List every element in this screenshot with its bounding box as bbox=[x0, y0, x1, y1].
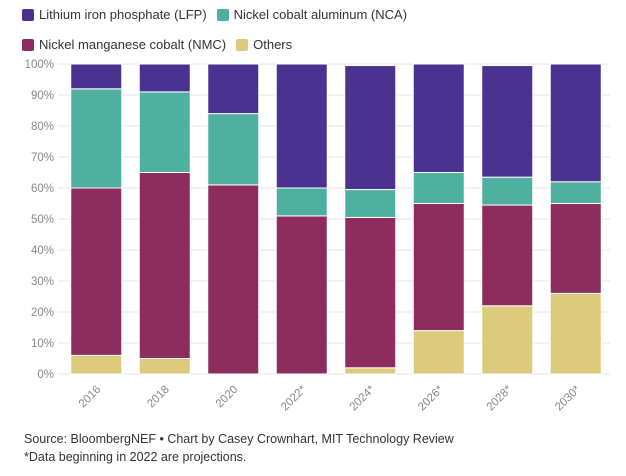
bar-segment bbox=[344, 216, 397, 369]
y-tick-label: 20% bbox=[31, 307, 54, 319]
bar-segment bbox=[70, 354, 123, 375]
bar-segment bbox=[275, 63, 328, 189]
footnote: *Data beginning in 2022 are projections. bbox=[24, 450, 247, 464]
bar-segment bbox=[275, 187, 328, 217]
legend-swatch-nmc bbox=[22, 39, 34, 51]
bar-segment bbox=[549, 63, 602, 183]
x-tick-label: 2024* bbox=[348, 383, 378, 413]
bar-segment bbox=[412, 203, 465, 332]
x-tick-label: 2022* bbox=[279, 383, 309, 413]
bar-segment bbox=[549, 203, 602, 294]
bar-segment bbox=[70, 187, 123, 356]
y-tick-label: 80% bbox=[31, 121, 54, 133]
bar-segment bbox=[138, 91, 191, 173]
bar-segment bbox=[207, 184, 260, 375]
y-tick-label: 30% bbox=[31, 276, 54, 288]
legend-item-nmc: Nickel manganese cobalt (NMC) bbox=[22, 36, 226, 54]
y-tick-label: 10% bbox=[31, 338, 54, 350]
bar-segment bbox=[412, 172, 465, 204]
x-tick-label: 2018 bbox=[145, 384, 172, 411]
chart-source-note: Source: BloombergNEF • Chart by Casey Cr… bbox=[24, 430, 454, 466]
legend-label-nca: Nickel cobalt aluminum (NCA) bbox=[233, 7, 408, 22]
y-tick-label: 70% bbox=[31, 152, 54, 164]
bar-segment bbox=[70, 63, 123, 90]
legend-swatch-others bbox=[236, 39, 249, 51]
bar-segment bbox=[481, 65, 534, 178]
x-tick-label: 2020 bbox=[214, 384, 241, 411]
legend-item-lfp: Lithium iron phosphate (LFP) bbox=[22, 6, 207, 24]
bar-segment bbox=[207, 63, 260, 115]
bar-segment bbox=[138, 172, 191, 359]
bar-segment bbox=[481, 305, 534, 375]
y-tick-label: 0% bbox=[37, 369, 54, 381]
bar-segment bbox=[549, 181, 602, 205]
legend-label-nmc: Nickel manganese cobalt (NMC) bbox=[39, 37, 227, 52]
bar-segment bbox=[344, 189, 397, 218]
stacked-bar-chart: 0% 10% 20% 30% 40% 50% 60% 70% 80% 90% 100% 2016 201… bbox=[25, 59, 610, 413]
bar-segment bbox=[481, 176, 534, 206]
x-tick-label: 2028* bbox=[485, 383, 515, 413]
legend-label-lfp: Lithium iron phosphate (LFP) bbox=[39, 7, 207, 22]
y-tick-label: 60% bbox=[31, 183, 54, 195]
bar-segment bbox=[412, 330, 465, 375]
source-line: Source: BloombergNEF • Chart by Casey Cr… bbox=[24, 432, 454, 446]
bar-segment bbox=[412, 63, 465, 173]
legend-swatch-lfp bbox=[22, 9, 34, 21]
y-tick-label: 40% bbox=[31, 245, 54, 257]
legend-swatch-nca bbox=[216, 9, 229, 21]
bar-segment bbox=[207, 113, 260, 186]
legend-item-others: Others bbox=[236, 36, 292, 54]
y-tick-label: 90% bbox=[31, 90, 54, 102]
y-tick-label: 100% bbox=[25, 59, 54, 71]
x-tick-label: 2026* bbox=[416, 383, 446, 413]
bar-segment bbox=[70, 88, 123, 189]
y-tick-label: 50% bbox=[31, 214, 54, 226]
bar-segment bbox=[138, 358, 191, 375]
bar-segment bbox=[344, 65, 397, 191]
chart-legend: Lithium iron phosphate (LFP) Nickel coba… bbox=[22, 6, 612, 54]
legend-item-nca: Nickel cobalt aluminum (NCA) bbox=[216, 6, 408, 24]
bar-segment bbox=[344, 367, 397, 375]
legend-label-others: Others bbox=[253, 37, 293, 52]
bar-segment bbox=[481, 204, 534, 307]
bar-segment bbox=[275, 215, 328, 375]
x-tick-label: 2030* bbox=[553, 383, 583, 413]
bar-segment bbox=[549, 292, 602, 375]
bar-segment bbox=[138, 63, 191, 93]
x-tick-label: 2016 bbox=[77, 384, 104, 411]
